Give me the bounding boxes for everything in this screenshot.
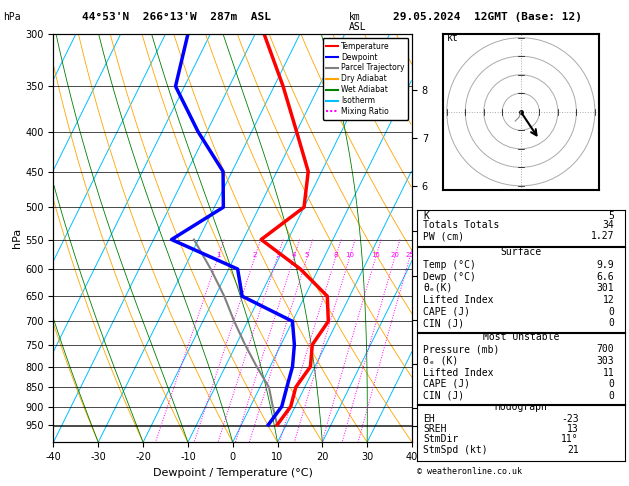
Text: 8: 8 xyxy=(333,252,338,258)
Text: 20: 20 xyxy=(390,252,399,258)
Text: StmSpd (kt): StmSpd (kt) xyxy=(423,445,488,455)
Text: 700: 700 xyxy=(596,345,615,354)
Text: 3: 3 xyxy=(275,252,279,258)
Text: CIN (J): CIN (J) xyxy=(423,391,464,401)
Text: 0: 0 xyxy=(608,318,615,329)
Text: 301: 301 xyxy=(596,283,615,293)
Text: 0: 0 xyxy=(608,307,615,316)
Text: Dewp (°C): Dewp (°C) xyxy=(423,272,476,282)
Text: 4: 4 xyxy=(292,252,296,258)
Text: Pressure (mb): Pressure (mb) xyxy=(423,345,499,354)
Text: θₑ (K): θₑ (K) xyxy=(423,356,459,365)
Text: θₑ(K): θₑ(K) xyxy=(423,283,453,293)
Text: 15: 15 xyxy=(371,252,380,258)
Text: 21: 21 xyxy=(567,445,579,455)
Text: 13: 13 xyxy=(567,424,579,434)
Text: 44°53'N  266°13'W  287m  ASL: 44°53'N 266°13'W 287m ASL xyxy=(82,12,270,22)
Text: 1: 1 xyxy=(216,252,220,258)
Text: 12: 12 xyxy=(603,295,615,305)
Text: 0: 0 xyxy=(608,391,615,401)
Text: PW (cm): PW (cm) xyxy=(423,231,464,241)
Text: 10: 10 xyxy=(345,252,354,258)
Text: ASL: ASL xyxy=(349,22,367,32)
Text: 5: 5 xyxy=(608,211,615,221)
Text: 11°: 11° xyxy=(561,434,579,444)
Text: Most Unstable: Most Unstable xyxy=(482,332,559,343)
Text: km: km xyxy=(349,12,361,22)
Text: 34: 34 xyxy=(603,220,615,230)
Y-axis label: km
ASL: km ASL xyxy=(455,238,474,260)
Text: CIN (J): CIN (J) xyxy=(423,318,464,329)
Text: hPa: hPa xyxy=(3,12,21,22)
Text: CAPE (J): CAPE (J) xyxy=(423,379,470,389)
Text: StmDir: StmDir xyxy=(423,434,459,444)
Text: Temp (°C): Temp (°C) xyxy=(423,260,476,270)
Text: Surface: Surface xyxy=(500,247,542,257)
Text: Lifted Index: Lifted Index xyxy=(423,368,494,378)
Text: 5: 5 xyxy=(305,252,309,258)
Text: 9.9: 9.9 xyxy=(596,260,615,270)
Text: 11: 11 xyxy=(603,368,615,378)
Text: SREH: SREH xyxy=(423,424,447,434)
X-axis label: Dewpoint / Temperature (°C): Dewpoint / Temperature (°C) xyxy=(153,468,313,478)
Text: Totals Totals: Totals Totals xyxy=(423,220,499,230)
Text: Lifted Index: Lifted Index xyxy=(423,295,494,305)
Text: 303: 303 xyxy=(596,356,615,365)
Y-axis label: hPa: hPa xyxy=(13,228,23,248)
Text: 0: 0 xyxy=(608,379,615,389)
Text: K: K xyxy=(423,211,429,221)
Legend: Temperature, Dewpoint, Parcel Trajectory, Dry Adiabat, Wet Adiabat, Isotherm, Mi: Temperature, Dewpoint, Parcel Trajectory… xyxy=(323,38,408,120)
Text: 25: 25 xyxy=(405,252,414,258)
Text: -23: -23 xyxy=(561,414,579,424)
Text: 1.27: 1.27 xyxy=(591,231,615,241)
Text: 2: 2 xyxy=(253,252,257,258)
Text: EH: EH xyxy=(423,414,435,424)
Text: kt: kt xyxy=(447,34,459,43)
Text: Hodograph: Hodograph xyxy=(494,402,547,413)
Text: 29.05.2024  12GMT (Base: 12): 29.05.2024 12GMT (Base: 12) xyxy=(393,12,582,22)
Text: © weatheronline.co.uk: © weatheronline.co.uk xyxy=(417,467,522,476)
Text: CAPE (J): CAPE (J) xyxy=(423,307,470,316)
Text: 6.6: 6.6 xyxy=(596,272,615,282)
